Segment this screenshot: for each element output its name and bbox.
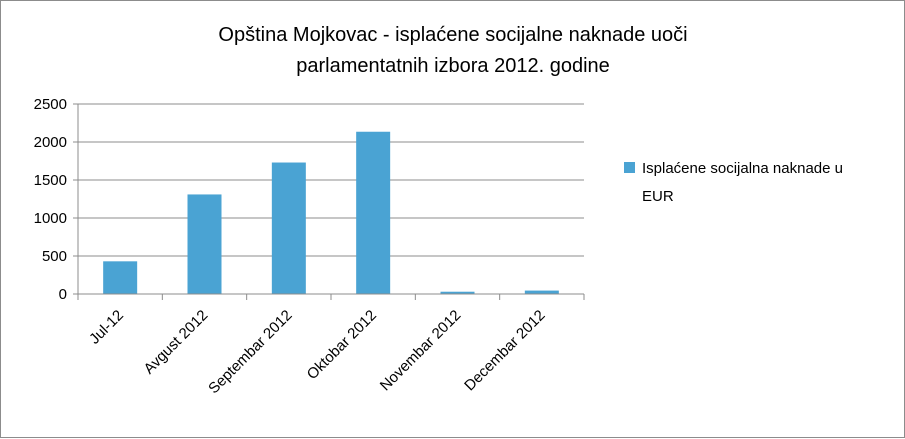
x-category-label: Jul-12 bbox=[86, 307, 127, 348]
y-tick-label: 1500 bbox=[34, 172, 67, 189]
legend-label-line-2: EUR bbox=[642, 188, 674, 205]
bar-6 bbox=[524, 290, 559, 294]
bar-3 bbox=[271, 162, 306, 294]
bars bbox=[103, 131, 559, 294]
y-tick-label: 2500 bbox=[34, 96, 67, 113]
x-category-label: Septembar 2012 bbox=[205, 307, 295, 397]
x-category-label: Decembar 2012 bbox=[461, 307, 548, 394]
chart-title-line-2: parlamentatnih izbora 2012. godine bbox=[296, 55, 610, 77]
x-category-label: Novembar 2012 bbox=[377, 307, 464, 394]
legend: Isplaćene socijalna naknade u EUR bbox=[624, 160, 843, 205]
y-axis-ticks: 0 500 1000 1500 2000 2500 bbox=[34, 96, 78, 303]
chart-title-line-1: Opština Mojkovac - isplaćene socijalne n… bbox=[218, 24, 687, 46]
x-category-label: Oktobar 2012 bbox=[304, 307, 380, 383]
x-category-label: Avgust 2012 bbox=[141, 307, 212, 378]
x-axis-ticks bbox=[77, 294, 585, 300]
y-tick-label: 500 bbox=[42, 248, 67, 265]
y-tick-label: 0 bbox=[59, 286, 67, 303]
legend-swatch bbox=[624, 162, 635, 173]
gridlines bbox=[78, 103, 584, 257]
bar-5 bbox=[440, 291, 475, 294]
legend-label-line-1: Isplaćene socijalna naknade u bbox=[642, 160, 843, 177]
bar-4 bbox=[356, 131, 391, 294]
bar-2 bbox=[187, 194, 222, 294]
bar-1 bbox=[103, 261, 138, 294]
y-tick-label: 2000 bbox=[34, 134, 67, 151]
y-tick-label: 1000 bbox=[34, 210, 67, 227]
